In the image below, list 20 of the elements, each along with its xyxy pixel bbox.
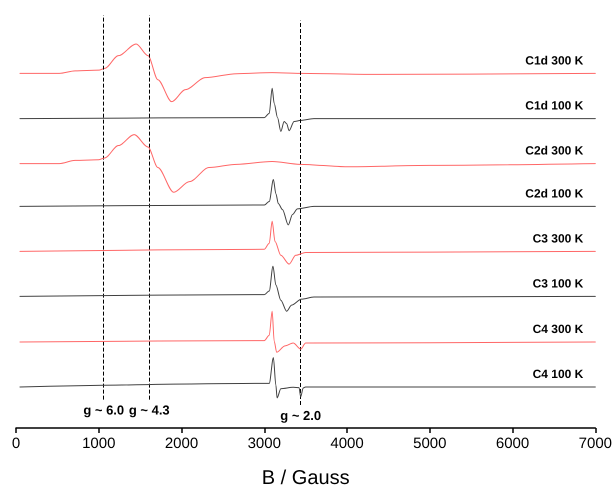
ref-line-label: g ~ 4.3 (128, 402, 170, 418)
x-tick-label: 5000 (413, 435, 446, 452)
series-label: C3 100 K (532, 276, 584, 290)
series-label: C4 300 K (532, 322, 584, 336)
ref-line-label: g ~ 6.0 (83, 402, 124, 418)
series-label: C3 300 K (532, 231, 584, 246)
x-tick-label: 3000 (248, 435, 281, 452)
x-tick-label: 2000 (164, 435, 198, 452)
x-tick-label: 4000 (330, 435, 364, 452)
series-label: C2d 300 K (525, 144, 584, 158)
x-tick-label: 7000 (578, 435, 612, 452)
ref-line-label: g ~ 2.0 (280, 408, 322, 423)
x-axis-title: B / Gauss (262, 467, 350, 489)
x-tick-label: 6000 (496, 435, 530, 452)
series-label: C1d 300 K (525, 53, 584, 68)
x-tick-label: 0 (12, 435, 20, 452)
x-tick-label: 1000 (82, 435, 116, 452)
series-label: C1d 100 K (525, 98, 584, 113)
series-label: C2d 100 K (525, 186, 584, 200)
series-label: C4 100 K (532, 366, 584, 381)
